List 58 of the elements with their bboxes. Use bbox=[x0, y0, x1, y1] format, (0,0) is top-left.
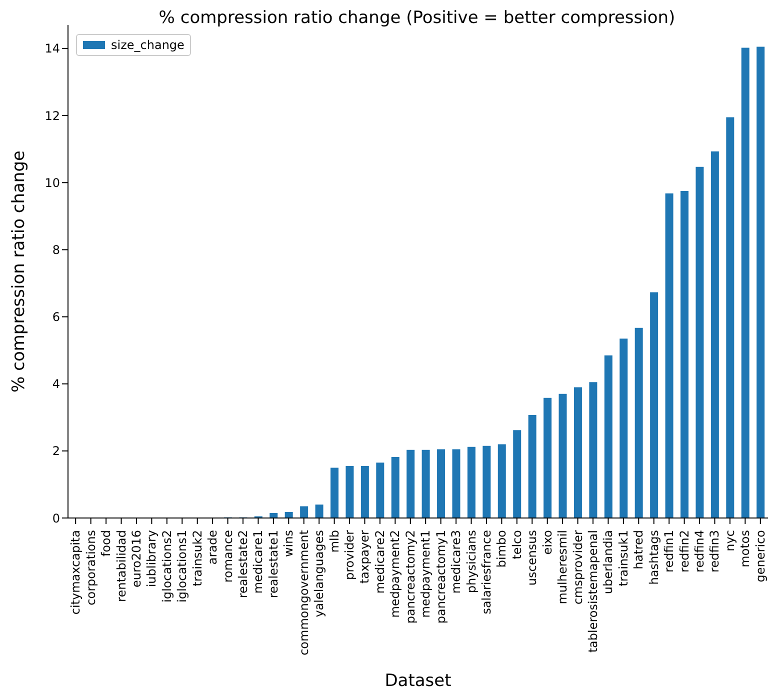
x-tick-label: food bbox=[99, 530, 114, 557]
x-tick-label: rentabilidad bbox=[114, 530, 128, 602]
x-tick-label: tablerosistemapenal bbox=[586, 530, 600, 653]
x-tick-label: romance bbox=[220, 530, 235, 583]
x-tick-label: hashtags bbox=[646, 530, 661, 585]
x-tick-label: salariesfrance bbox=[479, 530, 494, 614]
y-tick-label: 10 bbox=[44, 176, 60, 190]
x-tick-label: yalelanguages bbox=[312, 530, 326, 618]
x-tick-label: medpayment1 bbox=[418, 530, 433, 618]
y-tick-label: 2 bbox=[52, 444, 60, 458]
x-tick-label: uscensus bbox=[525, 530, 540, 586]
x-tick-label: hatred bbox=[632, 530, 646, 570]
x-tick-label: realestate2 bbox=[236, 530, 250, 598]
x-tick-label: mulheresmil bbox=[556, 530, 570, 604]
x-tick-label: provider bbox=[342, 530, 357, 580]
x-tick-label: taxpayer bbox=[358, 530, 372, 584]
x-tick-label: generico bbox=[753, 530, 768, 582]
x-tick-label: telco bbox=[510, 530, 524, 560]
x-axis-title: Dataset bbox=[384, 671, 452, 691]
x-tick-label: mlb bbox=[327, 530, 342, 553]
x-tick-label: commongovernment bbox=[296, 530, 311, 656]
y-tick-label: 8 bbox=[52, 242, 60, 257]
y-tick-label: 0 bbox=[52, 511, 60, 526]
x-tick-label: redfin2 bbox=[677, 530, 692, 572]
x-tick-label: cmsprovider bbox=[570, 530, 585, 605]
y-tick-label: 14 bbox=[44, 42, 60, 56]
x-tick-label: arade bbox=[206, 530, 220, 565]
x-tick-label: citymaxcapita bbox=[68, 530, 83, 615]
x-tick-label: medicare1 bbox=[251, 530, 266, 594]
x-tick-label: medicare3 bbox=[449, 530, 464, 594]
legend-label: size_change bbox=[111, 37, 184, 53]
x-tick-label: medicare2 bbox=[372, 530, 387, 594]
y-axis-title: % compression ratio change bbox=[9, 150, 30, 392]
x-tick-label: physicians bbox=[464, 530, 478, 594]
x-tick-label: pancreactomy1 bbox=[434, 530, 448, 624]
x-tick-label: trainsuk1 bbox=[616, 530, 630, 586]
x-tick-label: medpayment2 bbox=[388, 530, 402, 618]
x-tick-label: pancreactomy2 bbox=[403, 530, 418, 624]
x-tick-label: iublibrary bbox=[144, 530, 159, 588]
x-tick-label: redfin4 bbox=[692, 530, 707, 572]
x-tick-label: iglocations1 bbox=[175, 530, 190, 602]
x-tick-label: realestate1 bbox=[266, 530, 280, 598]
x-tick-label: nyc bbox=[722, 530, 737, 552]
x-tick-label: bimbo bbox=[494, 530, 509, 568]
x-tick-label: redfin1 bbox=[662, 530, 676, 572]
chart-title: % compression ratio change (Positive = better compression) bbox=[158, 8, 676, 28]
x-tick-label: corporations bbox=[84, 530, 98, 606]
x-tick-label: motos bbox=[738, 530, 752, 568]
x-tick-label: eixo bbox=[540, 530, 554, 555]
x-tick-label: uberlandia bbox=[601, 530, 616, 594]
x-tick-label: trainsuk2 bbox=[190, 530, 204, 586]
y-tick-label: 4 bbox=[52, 377, 60, 392]
x-tick-label: wins bbox=[282, 530, 296, 558]
x-tick-label: redfin3 bbox=[708, 530, 722, 572]
y-tick-label: 6 bbox=[52, 310, 60, 324]
x-tick-label: iglocations2 bbox=[160, 530, 174, 602]
x-tick-label: euro2016 bbox=[129, 530, 144, 588]
y-tick-label: 12 bbox=[44, 108, 60, 123]
